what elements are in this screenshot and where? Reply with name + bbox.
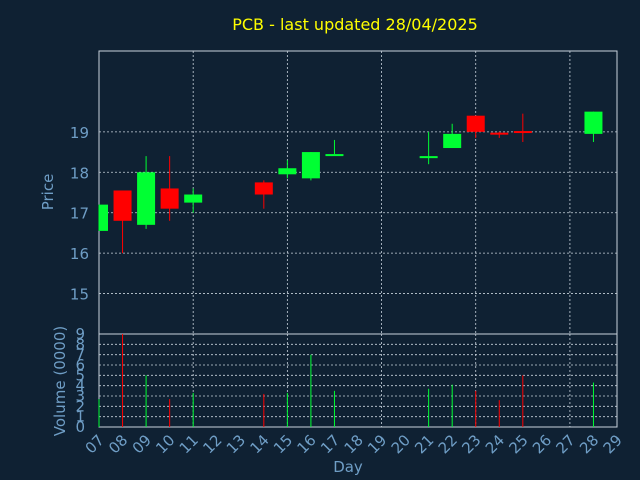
price-tick-label: 15 (70, 286, 89, 304)
candle-body (113, 190, 132, 221)
volume-tick-label: 9 (75, 325, 85, 343)
volume-tick-label: 1 (75, 408, 85, 426)
x-tick-label: 19 (364, 431, 390, 457)
x-tick-label: 20 (388, 431, 414, 457)
volume-tick-label: 8 (75, 335, 85, 353)
x-tick-label: 18 (341, 431, 367, 457)
candle-body (490, 132, 509, 135)
x-tick-label: 26 (529, 431, 555, 457)
x-tick-label: 11 (176, 431, 202, 457)
price-tick-label: 18 (70, 164, 89, 182)
x-tick-label: 08 (105, 431, 131, 457)
price-tick-label: 19 (70, 124, 89, 142)
x-tick-label: 15 (270, 431, 296, 457)
x-tick-label: 27 (553, 431, 579, 457)
candle-body (278, 168, 297, 175)
price-tick-label: 17 (70, 205, 89, 223)
candle-body (254, 182, 273, 195)
x-axis: 0708091011121314151617181920212223242526… (82, 431, 626, 457)
candle-body (301, 152, 320, 179)
candle-body (466, 115, 485, 132)
x-tick-label: 13 (223, 431, 249, 457)
x-tick-label: 29 (600, 431, 626, 457)
price-panel: 15 16 17 18 19 (70, 50, 618, 335)
x-tick-label: 16 (294, 431, 320, 457)
candle-body (443, 133, 462, 149)
volume-tick-label: 3 (75, 387, 85, 405)
x-tick-label: 17 (317, 431, 343, 457)
x-tick-label: 09 (129, 431, 155, 457)
chart-title: PCB - last updated 28/04/2025 (232, 15, 478, 34)
x-tick-label: 24 (482, 431, 508, 457)
x-tick-label: 22 (435, 431, 461, 457)
volume-tick-label: 5 (75, 366, 85, 384)
x-axis-label: Day (333, 458, 363, 476)
x-tick-label: 28 (576, 431, 602, 457)
candle-body (513, 131, 532, 134)
x-tick-label: 12 (199, 431, 225, 457)
candle-body (160, 188, 179, 209)
volume-tick-label: 6 (75, 356, 85, 374)
volume-tick-label: 2 (75, 397, 85, 415)
volume-axis-label: Volume (0000) (51, 326, 69, 436)
x-tick-label: 10 (152, 431, 178, 457)
volume-tick-label: 0 (75, 418, 85, 436)
candle-body (325, 154, 344, 157)
x-tick-label: 25 (505, 431, 531, 457)
x-tick-label: 14 (246, 431, 272, 457)
price-axis-label: Price (39, 174, 57, 211)
x-tick-label: 21 (411, 431, 437, 457)
x-tick-label: 23 (458, 431, 484, 457)
candle-body (99, 204, 108, 231)
volume-tick-label: 4 (75, 377, 85, 395)
volume-plot-frame (98, 333, 618, 428)
candle-body (584, 111, 603, 134)
candle-body (137, 172, 156, 225)
candle-body (184, 194, 203, 203)
candle-body (419, 156, 438, 159)
x-tick-label: 07 (82, 431, 108, 457)
volume-tick-label: 7 (75, 346, 85, 364)
price-tick-label: 16 (70, 245, 89, 263)
